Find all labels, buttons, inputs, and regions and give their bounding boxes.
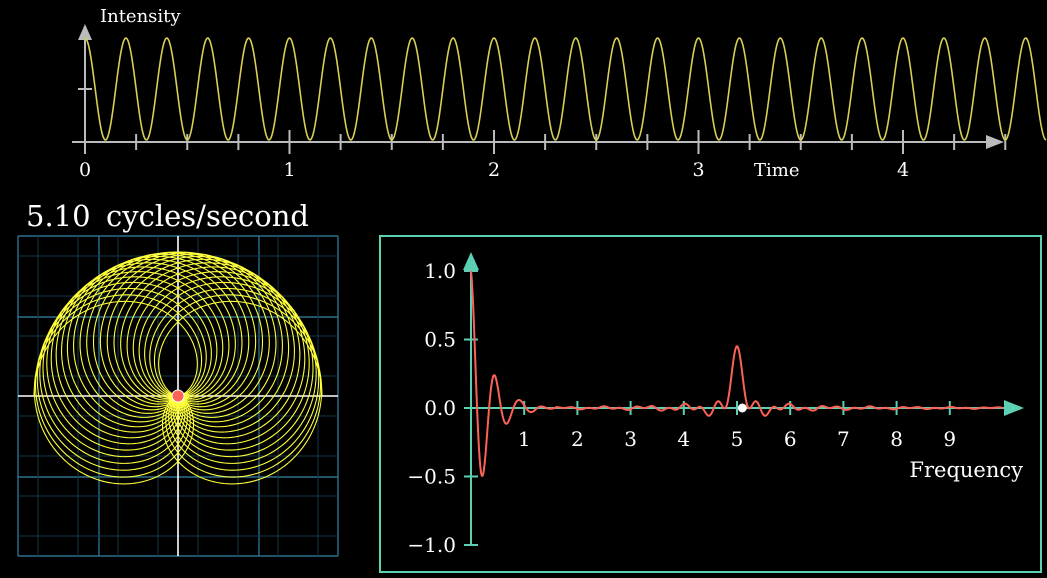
freq-x-tick-label: 3 — [624, 427, 637, 451]
frequency-panel-frame — [379, 235, 1042, 573]
winding-center-of-mass — [171, 389, 185, 403]
freq-y-tick-label: 0.0 — [424, 396, 456, 420]
freq-y-ticks: 1.0 0.5 0.0 −0.5 −1.0 — [407, 259, 478, 557]
freq-x-tick-label: 2 — [571, 427, 584, 451]
freq-y-tick-label: 0.5 — [424, 328, 456, 352]
freq-x-axis-arrow-icon — [1004, 400, 1024, 416]
freq-x-tick-label: 1 — [518, 427, 531, 451]
freq-marker — [737, 403, 747, 413]
freq-x-tick-label: 4 — [677, 427, 690, 451]
signal-x-label: Time — [754, 160, 799, 181]
signal-panel: Intensity 0 1 2 3 4 Time — [72, 6, 1047, 181]
freq-x-tick-label: 5 — [731, 427, 744, 451]
signal-tick-label: 3 — [692, 159, 704, 181]
signal-tick-label: 4 — [897, 159, 909, 181]
signal-y-label: Intensity — [100, 6, 181, 27]
signal-tick-labels: 0 1 2 3 4 — [79, 130, 909, 181]
freq-x-tick-label: 8 — [890, 427, 903, 451]
signal-minor-ticks — [135, 134, 1007, 150]
winding-panel: 5.10 cycles/second — [17, 199, 339, 557]
freq-x-ticks: 1 2 3 4 5 6 7 8 9 — [518, 401, 956, 451]
signal-x-axis-arrow-icon — [986, 135, 1004, 149]
freq-x-tick-label: 6 — [784, 427, 797, 451]
signal-wave — [84, 37, 1047, 141]
freq-y-tick-label: 1.0 — [424, 259, 456, 283]
signal-tick-label: 2 — [488, 159, 500, 181]
signal-tick-label: 1 — [283, 159, 295, 181]
freq-y-tick-label: −0.5 — [407, 465, 456, 489]
frequency-panel: 1 2 3 4 5 6 7 8 9 1.0 0.5 0.0 −0.5 −1.0 Frequency — [379, 235, 1042, 573]
freq-x-tick-label: 7 — [837, 427, 850, 451]
freq-x-tick-label: 9 — [943, 427, 956, 451]
winding-frequency-unit: cycles/second — [106, 199, 309, 233]
freq-x-label: Frequency — [909, 458, 1023, 482]
signal-y-axis-arrow-icon — [78, 24, 92, 40]
signal-tick-label: 0 — [79, 159, 91, 181]
winding-frequency-value: 5.10 — [26, 199, 91, 233]
freq-y-tick-label: −1.0 — [407, 533, 456, 557]
freq-y-axis-arrow-icon — [463, 252, 479, 270]
freq-curve — [470, 270, 1004, 478]
